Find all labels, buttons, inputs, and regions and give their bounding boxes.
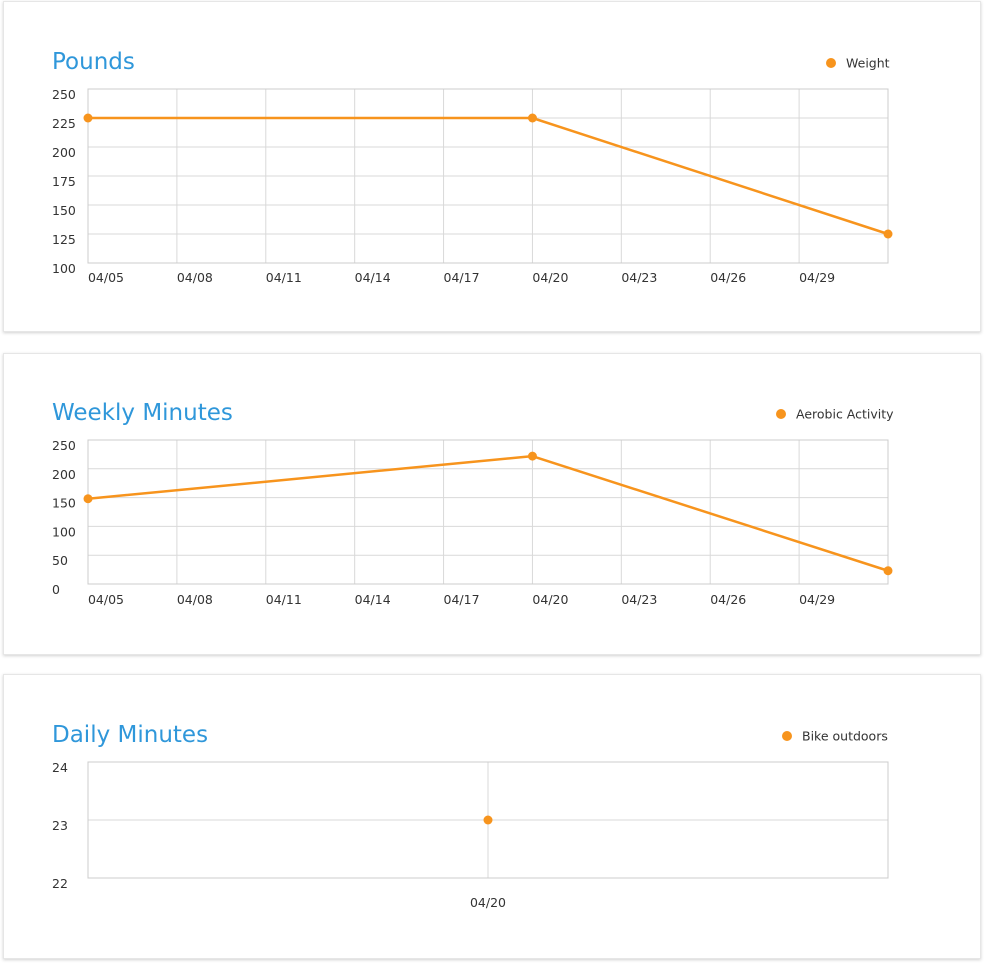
x-tick-label: 04/14 xyxy=(355,592,391,607)
x-tick-label: 04/17 xyxy=(444,592,480,607)
y-tick-label: 24 xyxy=(52,760,68,775)
legend-label: Aerobic Activity xyxy=(796,407,894,422)
daily-minutes-chart: Daily Minutes Bike outdoors 24 23 22 04/20 xyxy=(52,722,889,910)
y-tick-label: 200 xyxy=(52,145,76,160)
weight-data-point xyxy=(83,113,93,123)
legend-marker xyxy=(776,409,786,419)
weight-data-point xyxy=(527,113,537,123)
weekly-minutes-chart: Weekly Minutes Aerobic Activity 250 200 150 1… xyxy=(52,400,894,607)
y-tick-label: 0 xyxy=(52,582,60,597)
legend-marker xyxy=(826,58,836,68)
x-tick-label: 04/29 xyxy=(799,592,835,607)
x-tick-label: 04/23 xyxy=(621,592,657,607)
x-tick-label: 04/26 xyxy=(710,270,746,285)
chart-title: Weekly Minutes xyxy=(52,400,233,426)
x-tick-label: 04/29 xyxy=(799,270,835,285)
weekly-minutes-chart-card: Weekly Minutes Aerobic Activity 250 200 150 1… xyxy=(3,353,981,655)
y-tick-label: 250 xyxy=(52,87,76,102)
bike-data-point xyxy=(483,815,493,825)
y-tick-label: 100 xyxy=(52,524,76,539)
x-tick-label: 04/23 xyxy=(621,270,657,285)
x-tick-label: 04/05 xyxy=(88,592,124,607)
y-tick-label: 250 xyxy=(52,438,76,453)
x-tick-label: 04/08 xyxy=(177,270,213,285)
plot-area-border xyxy=(87,439,889,585)
y-tick-label: 150 xyxy=(52,496,76,511)
x-tick-label: 04/11 xyxy=(266,592,302,607)
y-tick-label: 150 xyxy=(52,203,76,218)
y-tick-label: 175 xyxy=(52,174,76,189)
y-tick-label: 50 xyxy=(52,553,68,568)
x-tick-label: 04/05 xyxy=(88,270,124,285)
x-tick-label: 04/17 xyxy=(444,270,480,285)
legend-marker xyxy=(782,731,792,741)
x-tick-label: 04/26 xyxy=(710,592,746,607)
weight-data-point xyxy=(883,229,893,239)
y-tick-label: 23 xyxy=(52,818,68,833)
y-tick-label: 225 xyxy=(52,116,76,131)
legend-label: Weight xyxy=(846,56,890,71)
pounds-chart: Pounds Weight 250 225 200 175 150 125 100 04/05 04… xyxy=(52,49,893,285)
aerobic-data-point xyxy=(527,451,537,461)
y-tick-label: 200 xyxy=(52,467,76,482)
x-tick-label: 04/20 xyxy=(532,270,568,285)
x-tick-label: 04/14 xyxy=(355,270,391,285)
chart-title: Pounds xyxy=(52,49,135,75)
y-tick-label: 125 xyxy=(52,232,76,247)
aerobic-series-line xyxy=(87,454,889,572)
plot-area-border xyxy=(87,761,889,879)
x-tick-label: 04/20 xyxy=(532,592,568,607)
aerobic-data-point xyxy=(883,566,893,576)
plot-area-border xyxy=(87,88,889,264)
chart-title: Daily Minutes xyxy=(52,722,208,748)
y-tick-label: 22 xyxy=(52,876,68,891)
aerobic-data-point xyxy=(83,494,93,504)
legend-label: Bike outdoors xyxy=(802,729,888,744)
x-tick-label: 04/08 xyxy=(177,592,213,607)
x-tick-label: 04/20 xyxy=(470,895,506,910)
daily-minutes-chart-card: Daily Minutes Bike outdoors 24 23 22 04/20 xyxy=(3,674,981,959)
pounds-chart-card: Pounds Weight 250 225 200 175 150 125 100 04/05 04… xyxy=(3,1,981,332)
x-tick-label: 04/11 xyxy=(266,270,302,285)
y-tick-label: 100 xyxy=(52,261,76,276)
